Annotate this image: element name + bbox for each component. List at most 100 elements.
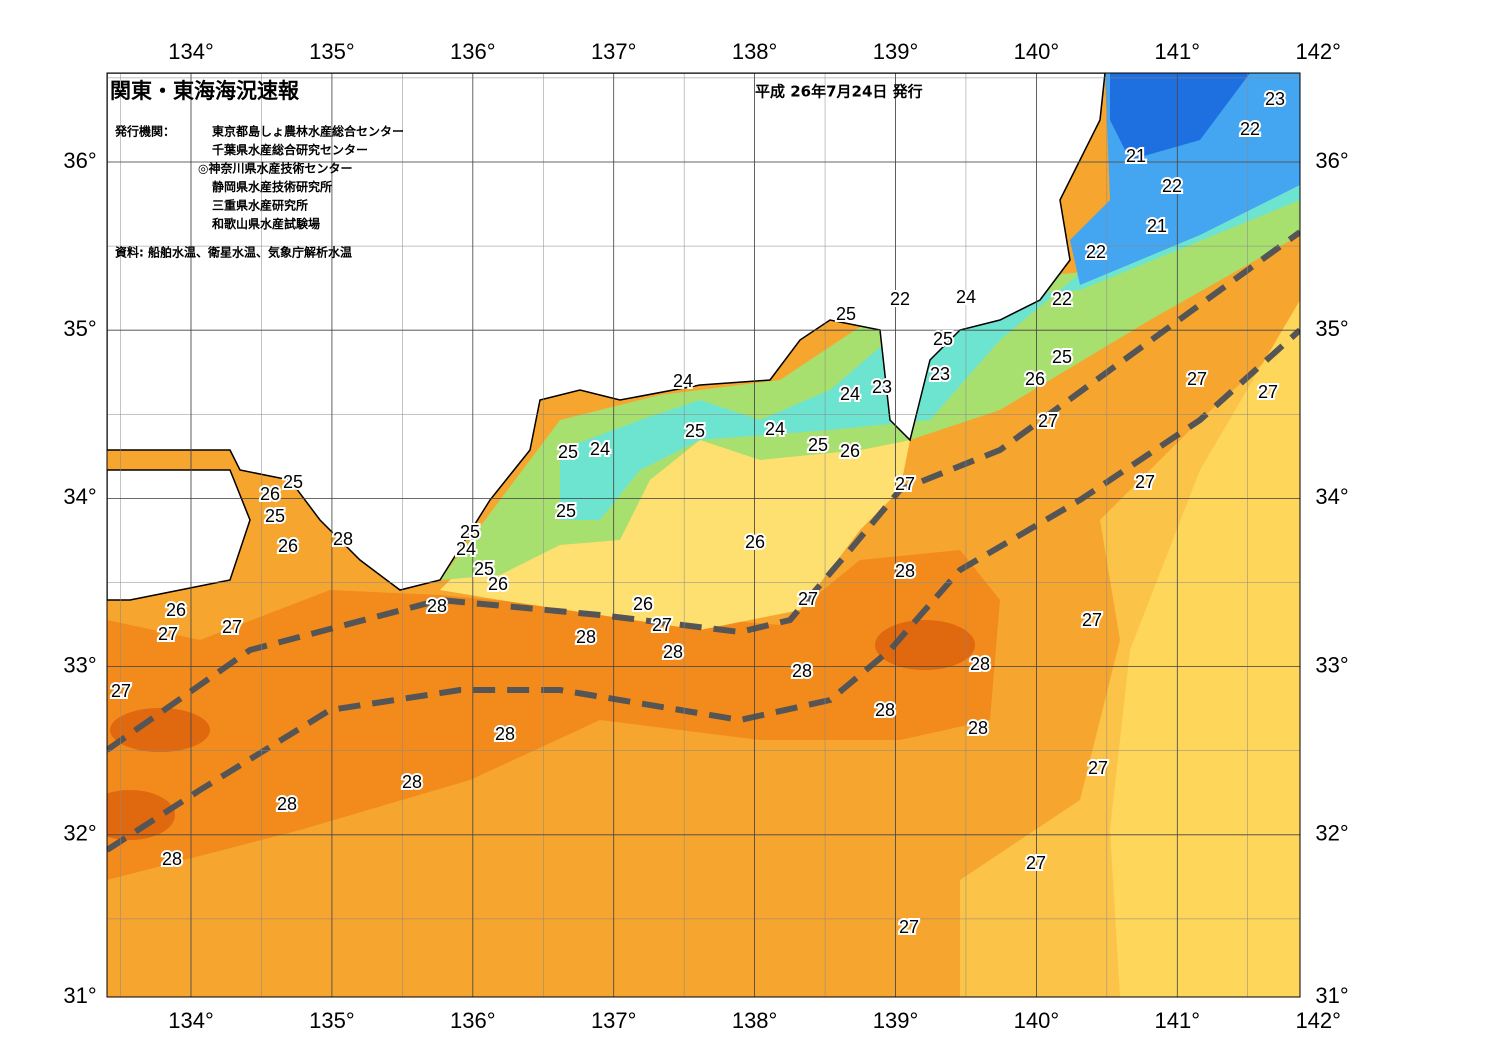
contour-label: 22 [1240, 119, 1260, 139]
lon-label: 142° [1295, 39, 1341, 64]
contour-label: 25 [556, 501, 576, 521]
lon-label: 135° [309, 39, 355, 64]
lon-label: 141° [1155, 39, 1201, 64]
lon-label: 141° [1155, 1008, 1201, 1033]
lat-label: 34° [63, 484, 96, 509]
lat-label: 35° [1315, 316, 1348, 341]
lon-label: 134° [168, 1008, 214, 1033]
contour-label: 25 [474, 559, 494, 579]
contour-label: 28 [495, 724, 515, 744]
grid [107, 73, 1300, 997]
kuroshio-path [107, 229, 1300, 753]
lon-label: 139° [873, 39, 919, 64]
contour-label: 28 [162, 849, 182, 869]
lat-label: 31° [63, 983, 96, 1008]
contour-label: 26 [633, 594, 653, 614]
contour-label: 26 [745, 532, 765, 552]
contour-label: 28 [970, 654, 990, 674]
contour-label: 22 [1052, 289, 1072, 309]
contour-label: 22 [1162, 176, 1182, 196]
contour-label: 24 [840, 384, 860, 404]
lon-label: 138° [732, 1008, 778, 1033]
contour-label: 27 [1258, 382, 1278, 402]
contour-label: 28 [333, 529, 353, 549]
contour-label: 28 [277, 794, 297, 814]
lat-label: 36° [63, 148, 96, 173]
contour-label: 23 [930, 364, 950, 384]
contour-label: 27 [111, 681, 131, 701]
contour-label: 25 [808, 435, 828, 455]
lat-label: 32° [1315, 821, 1348, 846]
contour-label: 24 [765, 419, 785, 439]
temperature-field [107, 73, 1300, 997]
contour-label: 28 [895, 561, 915, 581]
lat-label: 32° [63, 821, 96, 846]
land [107, 469, 251, 601]
title: 関東・東海海況速報 [110, 79, 300, 103]
contour-label: 22 [1086, 242, 1106, 262]
sea-29 [110, 708, 210, 752]
contour-label: 24 [456, 539, 476, 559]
contour-label: 27 [652, 615, 672, 635]
publisher: 和歌山県水産試験場 [211, 216, 320, 231]
map-frame [106, 72, 1301, 998]
contour-label: 26 [166, 600, 186, 620]
lon-label: 136° [450, 1008, 496, 1033]
contour-label: 26 [488, 574, 508, 594]
lat-label: 36° [1315, 148, 1348, 173]
contour-label: 25 [283, 472, 303, 492]
lat-label: 35° [63, 316, 96, 341]
contour-label: 28 [402, 772, 422, 792]
contour-label: 26 [840, 441, 860, 461]
lon-label: 139° [873, 1008, 919, 1033]
lon-label: 138° [732, 39, 778, 64]
contour-label: 26 [260, 484, 280, 504]
source: 資料: 船舶水温、衛星水温、気象庁解析水温 [115, 245, 352, 260]
kuroshio-path [107, 327, 1300, 853]
publisher: 三重県水産研究所 [212, 198, 308, 213]
contour-label: 25 [1052, 347, 1072, 367]
publisher-label: 発行機関： [114, 124, 175, 139]
lon-label: 134° [168, 39, 214, 64]
contour-label: 28 [663, 642, 683, 662]
lon-label: 140° [1014, 1008, 1060, 1033]
contour-label: 27 [1187, 369, 1207, 389]
contour-label: 28 [427, 596, 447, 616]
land [107, 73, 1106, 591]
contour-label: 27 [895, 474, 915, 494]
contour-label: 21 [1126, 146, 1146, 166]
contour-label: 27 [899, 917, 919, 937]
contour-label: 23 [872, 377, 892, 397]
publisher: 静岡県水産技術研究所 [212, 179, 332, 194]
sea-29 [107, 790, 175, 840]
sea-28 [107, 550, 1000, 880]
sea-26 [440, 430, 910, 630]
publisher: 千葉県水産総合研究センター [212, 142, 368, 157]
sea-29 [875, 620, 975, 670]
lon-label: 140° [1014, 39, 1060, 64]
lon-label: 137° [591, 39, 637, 64]
publisher: ◎神奈川県水産技術センター [198, 161, 352, 176]
contour-label: 26 [278, 536, 298, 556]
contour-label: 22 [890, 289, 910, 309]
lat-label: 31° [1315, 983, 1348, 1008]
contour-label: 28 [792, 661, 812, 681]
contour-label: 23 [1265, 89, 1285, 109]
lon-label: 136° [450, 39, 496, 64]
contour-label: 25 [265, 506, 285, 526]
contour-label: 25 [460, 522, 480, 542]
sea-26-east [1110, 300, 1300, 997]
contour-label: 25 [836, 304, 856, 324]
contour-label: 21 [1147, 216, 1167, 236]
contour-label: 27 [1088, 758, 1108, 778]
contour-label: 27 [1135, 472, 1155, 492]
publisher: 東京都島しょ農林水産総合センター [212, 124, 404, 139]
issue-date: 平成 26年7月24日 発行 [755, 83, 923, 101]
contour-label: 24 [673, 371, 693, 391]
contour-label: 28 [875, 700, 895, 720]
contour-label: 25 [558, 442, 578, 462]
lon-label: 142° [1295, 1008, 1341, 1033]
lat-label: 34° [1315, 484, 1348, 509]
contour-label: 28 [576, 627, 596, 647]
